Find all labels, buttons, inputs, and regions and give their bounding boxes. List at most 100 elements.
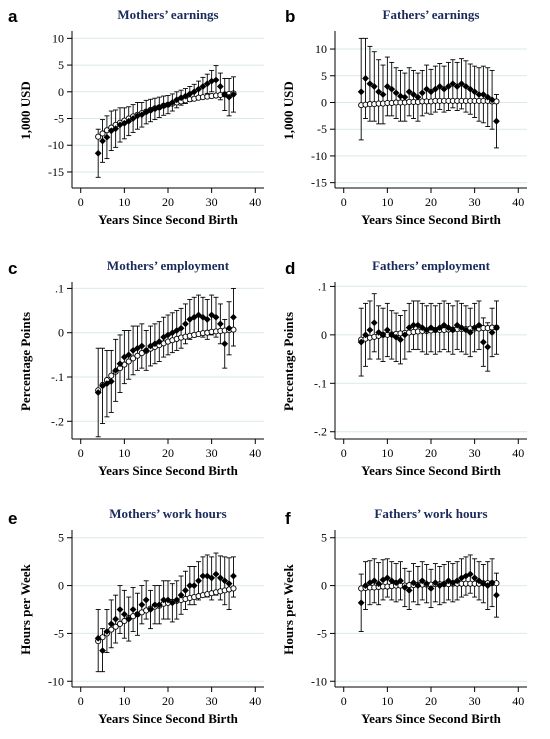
y-tick-label: -10 — [311, 149, 327, 163]
diamond-point — [401, 584, 409, 591]
panel-title: Mothers’ earnings — [117, 7, 218, 22]
x-tick-label: 10 — [118, 694, 130, 708]
diamond-point — [357, 338, 365, 346]
y-tick-label: -10 — [311, 674, 327, 688]
x-tick-label: 30 — [469, 195, 481, 209]
diamond-point — [423, 85, 431, 93]
y-tick-label: -.2 — [51, 414, 64, 428]
diamond-point — [212, 76, 220, 84]
x-tick-label: 20 — [425, 446, 437, 460]
diamond-point — [182, 586, 189, 594]
y-tick-label: 0 — [58, 85, 64, 99]
y-tick-label: .1 — [318, 279, 327, 293]
diamond-point — [493, 117, 500, 125]
diamond-point — [138, 111, 146, 119]
diamond-point — [379, 91, 387, 98]
diamond-point — [99, 647, 106, 655]
diamond-point — [107, 620, 115, 628]
diamond-point — [195, 311, 202, 319]
y-tick-label: 10 — [315, 42, 327, 56]
x-tick-label: 0 — [78, 694, 84, 708]
diamond-point — [488, 96, 496, 104]
diamond-point — [199, 572, 207, 580]
diamond-point — [208, 574, 216, 582]
diamond-point — [168, 329, 176, 337]
diamond-point — [431, 85, 439, 93]
diamond-point — [168, 599, 176, 607]
y-tick-label: -5 — [54, 626, 64, 640]
y-tick-label: -5 — [54, 112, 64, 126]
diamond-point — [103, 133, 111, 141]
diamond-point — [138, 342, 146, 350]
diamond-point — [357, 599, 365, 607]
y-tick-label: -5 — [317, 122, 327, 136]
diamond-point — [212, 570, 220, 578]
y-axis-label: Hours per Week — [281, 563, 296, 654]
y-axis-label: 1,000 USD — [281, 81, 296, 140]
diamond-point — [383, 83, 391, 90]
x-axis-label: Years Since Second Birth — [361, 212, 502, 227]
x-axis-label: Years Since Second Birth — [361, 463, 502, 478]
x-tick-label: 10 — [118, 446, 130, 460]
diamond-point — [388, 85, 396, 93]
panel-c: .1 0 -.1 -.2 0 10 20 30 40 c Mothers’ employment Ye… — [8, 258, 264, 478]
diamond-point — [405, 324, 413, 331]
y-tick-label: -15 — [311, 176, 327, 190]
x-axis-label: Years Since Second Birth — [98, 463, 239, 478]
hollow-circle-point — [116, 620, 124, 627]
diamond-point — [112, 615, 120, 623]
diamond-point — [383, 574, 391, 582]
diamond-point — [449, 80, 457, 88]
diamond-point — [186, 582, 194, 589]
diamond-point — [164, 101, 172, 109]
diamond-point — [147, 342, 154, 350]
hollow-circle-point — [121, 617, 128, 625]
diamond-point — [94, 634, 102, 642]
diamond-point — [410, 91, 417, 98]
diamond-point — [471, 574, 479, 582]
x-axis-label: Years Since Second Birth — [98, 212, 239, 227]
y-tick-label: -.2 — [314, 425, 327, 439]
diamond-point — [208, 311, 216, 319]
diamond-point — [479, 91, 487, 98]
y-axis-label: Hours per Week — [18, 563, 33, 654]
diamond-point — [375, 329, 383, 336]
x-tick-label: 10 — [381, 195, 393, 209]
diamond-point — [410, 321, 417, 329]
diamond-point — [427, 88, 435, 96]
diamond-point — [383, 326, 391, 334]
panel-e: 5 0 -5 -10 0 10 20 30 40 e Mothers’ work hours Year… — [8, 506, 264, 726]
diamond-point — [375, 88, 383, 96]
diamond-point — [151, 105, 159, 113]
diamond-point — [418, 577, 426, 585]
x-tick-label: 0 — [341, 195, 347, 209]
x-tick-label: 40 — [512, 694, 524, 708]
diamond-point — [103, 628, 111, 635]
diamond-point — [155, 103, 163, 111]
diamond-point — [370, 577, 378, 585]
panel-letter: e — [8, 509, 17, 528]
diamond-point — [177, 324, 185, 332]
y-axis-label: Percentage Points — [281, 312, 296, 411]
y-tick-label: 5 — [58, 58, 64, 72]
y-tick-label: 0 — [321, 579, 327, 593]
diamond-point — [160, 596, 168, 604]
y-tick-label: 0 — [58, 326, 64, 340]
x-tick-label: 20 — [425, 195, 437, 209]
diamond-point — [230, 313, 237, 321]
diamond-point — [366, 326, 374, 334]
diamond-point — [203, 80, 211, 88]
diamond-point — [107, 378, 115, 385]
y-tick-label: -10 — [48, 674, 64, 688]
x-tick-label: 0 — [341, 694, 347, 708]
diamond-point — [112, 125, 120, 133]
hollow-circle-point — [230, 585, 237, 592]
panel-b: 10 5 0 -5 -10 -15 0 10 20 30 40 b Fathers’ earnings Y… — [281, 7, 527, 227]
diamond-point — [134, 112, 141, 120]
panel-title: Fathers’ work hours — [374, 506, 487, 521]
hollow-circle-point — [99, 130, 106, 137]
diamond-point — [431, 579, 439, 587]
diamond-point — [401, 331, 409, 339]
hollow-circle-point — [125, 358, 132, 365]
